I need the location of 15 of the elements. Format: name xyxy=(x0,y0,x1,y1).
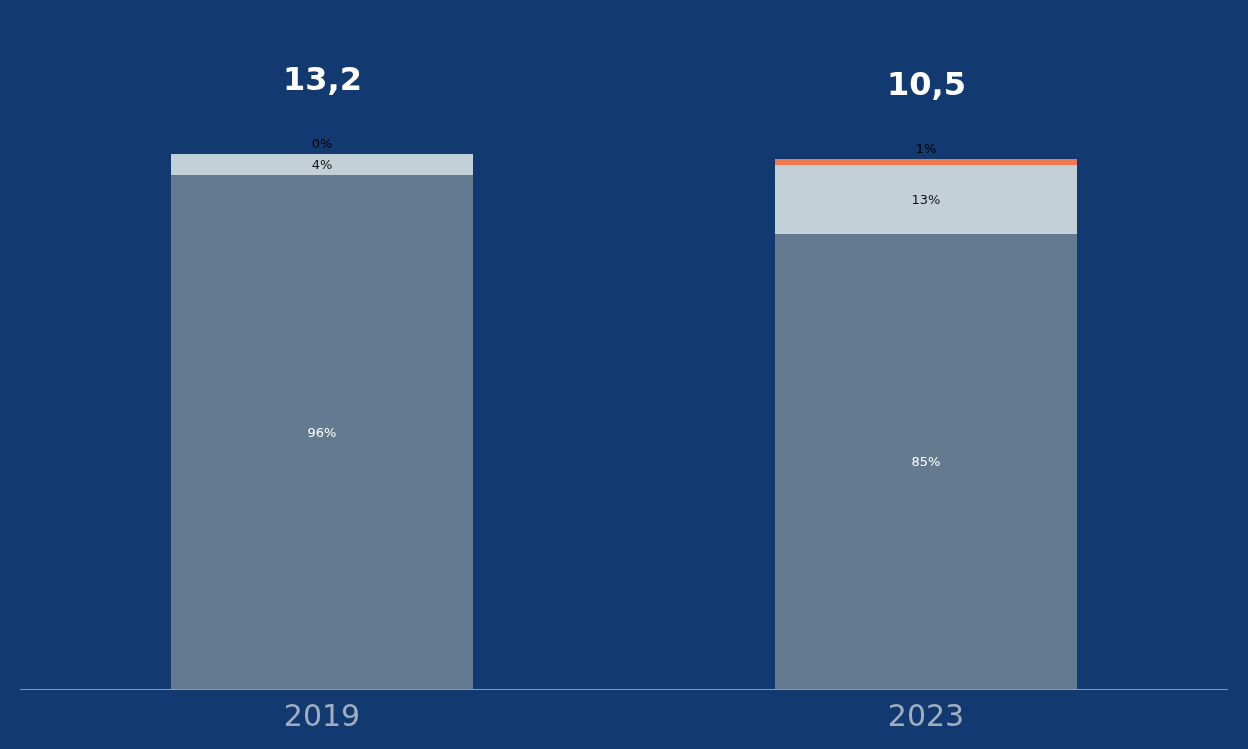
data-label: 13% xyxy=(911,191,941,207)
data-label: 96% xyxy=(307,424,337,440)
bar xyxy=(775,159,1077,165)
bar xyxy=(775,164,1077,235)
annotation: 10,5 xyxy=(887,65,966,103)
data-label: 1% xyxy=(915,140,937,156)
data-label: 85% xyxy=(911,454,941,469)
x-tick-label: 2019 xyxy=(283,698,361,733)
data-label: 4% xyxy=(311,156,333,172)
bar xyxy=(171,175,473,689)
bar xyxy=(171,153,473,176)
x-tick-label: 2023 xyxy=(887,698,965,733)
annotation: 13,2 xyxy=(283,60,362,98)
data-label: 0% xyxy=(311,135,333,151)
bar xyxy=(775,234,1077,689)
